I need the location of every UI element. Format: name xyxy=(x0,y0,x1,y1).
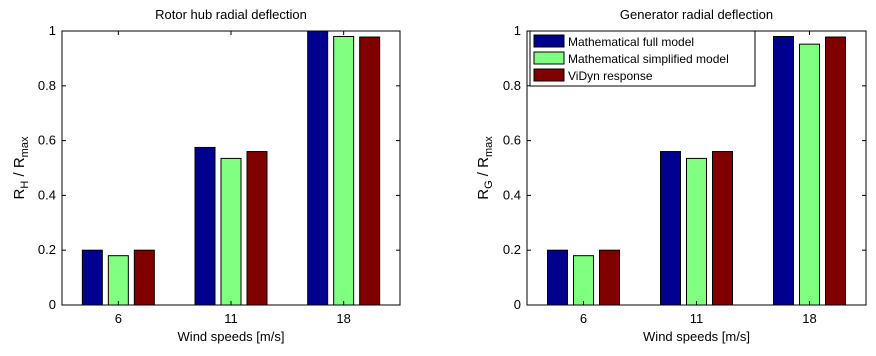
bar-6-series-1 xyxy=(81,249,103,306)
bar-11-series-1 xyxy=(660,151,681,306)
y-tick-label: 0.8 xyxy=(38,78,56,93)
legend-swatch-2 xyxy=(533,51,565,65)
bar-18-series-3 xyxy=(359,36,381,306)
y-tick-label: 0.6 xyxy=(38,133,56,148)
x-tick-label: 18 xyxy=(336,311,350,326)
y-tick-label: 0.2 xyxy=(503,242,521,257)
y-tick-label: 0.4 xyxy=(38,187,56,202)
bar-6-series-2 xyxy=(107,255,129,306)
bar-18-series-2 xyxy=(333,35,355,306)
legend-label-3: ViDyn response xyxy=(568,69,653,83)
bar-18-series-1 xyxy=(773,35,794,306)
x-tick-label: 11 xyxy=(690,311,704,326)
bar-6-series-1 xyxy=(547,249,568,306)
y-tick-label: 0 xyxy=(514,297,521,312)
bar-11-series-1 xyxy=(194,146,216,306)
chart-panel-2: 0 0.2 0.4 0.6 0.8 1 6 11 18 Generator radial defl… xyxy=(475,7,867,344)
chart-title: Rotor hub radial deflection xyxy=(155,7,307,22)
chart-title: Generator radial deflection xyxy=(620,7,773,22)
bar-11-series-3 xyxy=(246,151,268,306)
bar-18-series-1 xyxy=(307,30,329,306)
bar-11-series-2 xyxy=(686,157,707,306)
y-axis-label: RG / Rmax xyxy=(475,136,495,200)
chart-panel-1: 0 0.2 0.4 0.6 0.8 1 6 11 18 Rotor hub radial defl… xyxy=(11,7,401,344)
y-axis-label: RH / Rmax xyxy=(11,136,31,199)
y-tick-label: 1 xyxy=(514,23,521,38)
x-tick-label: 6 xyxy=(580,311,587,326)
y-tick-label: 0.8 xyxy=(503,78,521,93)
legend-swatch-3 xyxy=(533,68,565,82)
y-tick-label: 0.6 xyxy=(503,133,521,148)
x-tick-label: 6 xyxy=(115,311,122,326)
legend-label-2: Mathematical simplified model xyxy=(568,52,729,66)
legend-label-1: Mathematical full model xyxy=(568,35,694,49)
bar-6-series-2 xyxy=(573,255,594,306)
bar-18-series-3 xyxy=(825,36,846,306)
bar-18-series-2 xyxy=(799,43,820,306)
y-tick-label: 0.4 xyxy=(503,187,521,202)
bar-6-series-3 xyxy=(133,249,155,306)
y-tick-label: 0.2 xyxy=(38,242,56,257)
y-tick-label: 0 xyxy=(49,297,56,312)
x-axis-label: Wind speeds [m/s] xyxy=(643,329,750,344)
legend-box xyxy=(529,30,756,87)
bar-6-series-3 xyxy=(599,249,620,306)
x-tick-label: 18 xyxy=(802,311,816,326)
x-tick-label: 11 xyxy=(224,311,238,326)
bar-11-series-2 xyxy=(220,157,242,306)
x-axis-label: Wind speeds [m/s] xyxy=(178,329,285,344)
y-tick-label: 1 xyxy=(49,23,56,38)
bar-11-series-3 xyxy=(712,151,733,306)
legend-swatch-1 xyxy=(533,34,565,48)
legend: Mathematical full model Mathematical simp… xyxy=(529,30,756,87)
